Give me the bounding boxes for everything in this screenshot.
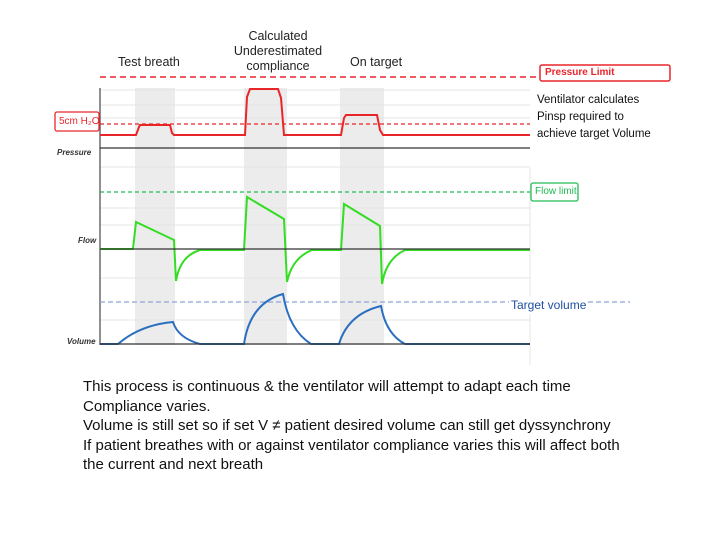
target-volume-label: Target volume [509, 296, 589, 314]
ventilator-note-line-1: Ventilator calculates [537, 94, 640, 106]
header-underestimated-line-3: compliance [246, 59, 310, 73]
header-on-target: On target [350, 55, 403, 69]
cmh2o-label: 5cm H₂O [59, 116, 100, 127]
explanation-line-4: If patient breathes with or against vent… [83, 436, 620, 454]
ventilator-note: Ventilator calculates Pinsp required to … [537, 92, 651, 143]
breath-band-1 [135, 88, 175, 345]
pressure-trace [100, 88, 530, 136]
header-underestimated-line-2: Underestimated [233, 44, 323, 58]
ventilator-note-line-3: achieve target Volume [537, 128, 651, 140]
header-test-breath: Test breath [118, 55, 180, 69]
flow-limit-box [530, 182, 579, 202]
flow-limit-label: Flow limit [535, 186, 577, 197]
header-underestimated-line-1: Calculated [248, 29, 308, 43]
explanation-line-2: Compliance varies. [83, 397, 211, 415]
pressure-axis-label: Pressure [57, 148, 92, 157]
explanation-line-1: This process is continuous & the ventila… [83, 378, 571, 395]
volume-axis-label: Volume [67, 337, 96, 346]
explanation-text: This process is continuous & the ventila… [83, 377, 703, 475]
volume-trace [100, 292, 530, 345]
header-underestimated-compliance: Calculated Underestimated compliance [226, 29, 330, 74]
ventilator-note-line-2: Pinsp required to [537, 111, 624, 123]
pressure-limit-label: Pressure Limit [545, 67, 615, 78]
flow-trace [100, 195, 530, 285]
pressure-limit-box [539, 64, 671, 82]
explanation-line-5: the current and next breath [83, 456, 264, 473]
cmh2o-box [54, 111, 100, 132]
flow-axis-label: Flow [78, 236, 97, 245]
explanation-line-3: Volume is still set so if set V ≠ patien… [83, 417, 611, 434]
